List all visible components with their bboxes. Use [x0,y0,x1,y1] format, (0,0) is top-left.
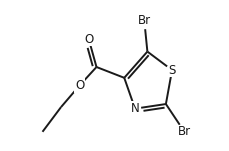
Text: Br: Br [137,14,150,27]
Text: O: O [75,79,84,92]
Text: S: S [168,64,175,77]
Text: Br: Br [177,125,190,138]
Text: N: N [130,102,139,115]
Text: O: O [84,33,93,46]
